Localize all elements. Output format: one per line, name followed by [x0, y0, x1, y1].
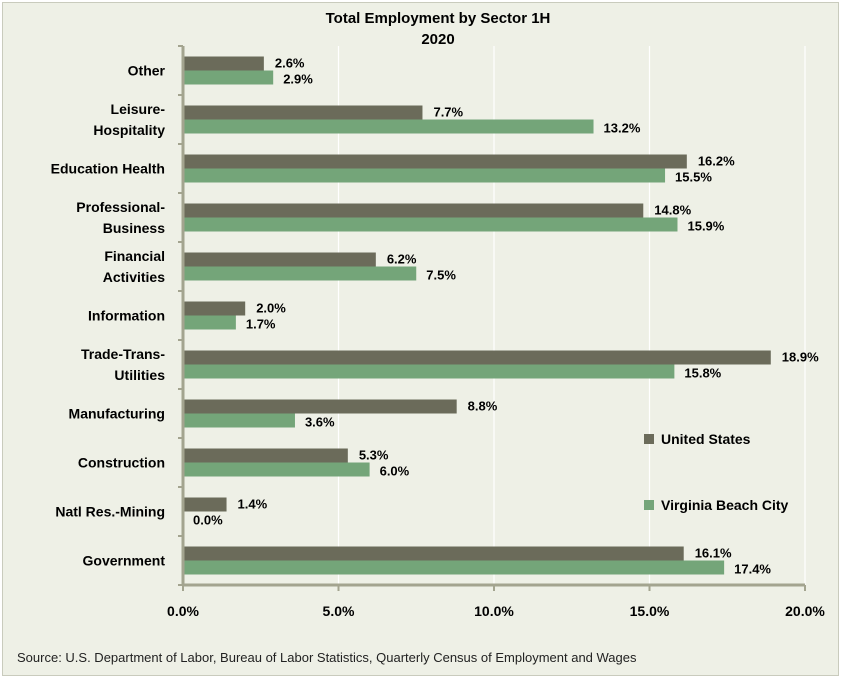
data-label: 2.9%: [283, 72, 313, 87]
bar-us: [183, 252, 376, 267]
data-label: 16.2%: [698, 154, 735, 169]
data-label: 6.0%: [380, 464, 410, 479]
bar-vb: [183, 364, 675, 379]
data-label: 7.7%: [433, 105, 463, 120]
bar-vb: [183, 560, 725, 575]
category-labels: Other Leisure- Hospitality Education Health…: [51, 63, 166, 569]
employment-bar-chart: 2.6%2.9% 7.7% 13.2% 16.2%15.5% 14.8%15.9% 6.2…: [17, 10, 825, 665]
data-label: 1.7%: [246, 317, 276, 332]
bar-vb: [183, 413, 295, 428]
data-label: 7.5%: [426, 268, 456, 283]
bar-us: [183, 105, 423, 120]
category-label: Construction: [78, 455, 165, 471]
legend-label: Virginia Beach City: [661, 497, 789, 513]
bar-vb: [183, 462, 370, 477]
category-label: Government: [83, 553, 166, 569]
x-tick-label: 20.0%: [785, 603, 825, 619]
title-line: Total Employment by Sector 1H: [326, 10, 551, 27]
data-label: 2.6%: [275, 56, 305, 71]
legend-swatch: [644, 434, 654, 444]
grid-lines: [337, 46, 806, 585]
category-label: Trade-Trans-: [81, 346, 165, 362]
bar-us: [183, 350, 771, 365]
x-tick-labels: 0.0% 5.0% 10.0% 15.0% 20.0%: [167, 603, 825, 619]
data-label: 16.1%: [695, 546, 732, 561]
data-label: 17.4%: [734, 562, 771, 577]
data-label: 5.3%: [359, 448, 389, 463]
x-tick-label: 5.0%: [323, 603, 355, 619]
bar-vb: [183, 266, 417, 281]
title-line: 2020: [421, 31, 454, 48]
bars: [183, 56, 771, 575]
source-note: Source: U.S. Department of Labor, Bureau…: [17, 650, 637, 665]
bar-us: [183, 301, 246, 316]
category-label: Information: [88, 308, 165, 324]
data-label: 6.2%: [387, 252, 417, 267]
category-label: Manufacturing: [69, 406, 165, 422]
bar-vb: [183, 70, 274, 85]
bar-us: [183, 497, 227, 512]
bar-us: [183, 399, 457, 414]
category-label: Utilities: [114, 367, 165, 383]
data-label: 1.4%: [238, 497, 268, 512]
data-label: 2.0%: [256, 301, 286, 316]
data-label: 15.5%: [675, 170, 712, 185]
bar-vb: [183, 168, 666, 183]
data-label: 3.6%: [305, 415, 335, 430]
x-tick-label: 0.0%: [167, 603, 199, 619]
category-label: Activities: [103, 269, 165, 285]
data-label: 13.2%: [604, 121, 641, 136]
data-labels: 2.6%2.9% 7.7% 13.2% 16.2%15.5% 14.8%15.9% 6.2…: [193, 56, 819, 577]
category-label: Business: [103, 220, 165, 236]
bar-vb: [183, 315, 236, 330]
legend-label: United States: [661, 431, 751, 447]
bar-us: [183, 56, 264, 71]
data-label: 15.9%: [687, 219, 724, 234]
bar-us: [183, 448, 348, 463]
bar-us: [183, 203, 644, 218]
data-label: 14.8%: [654, 203, 691, 218]
category-label: Hospitality: [93, 122, 165, 138]
bar-us: [183, 546, 684, 561]
category-label: Education Health: [51, 161, 165, 177]
legend: United States Virginia Beach City: [644, 431, 789, 513]
axes: [178, 45, 806, 591]
bar-vb: [183, 119, 594, 134]
category-label: Leisure-: [111, 101, 166, 117]
bar-vb: [183, 217, 678, 232]
category-label: Financial: [104, 248, 165, 264]
data-label: 18.9%: [782, 350, 819, 365]
x-tick-label: 10.0%: [474, 603, 514, 619]
bar-us: [183, 154, 687, 169]
category-label: Other: [128, 63, 166, 79]
chart-title: Total Employment by Sector 1H 2020: [326, 10, 551, 48]
category-label: Natl Res.-Mining: [55, 504, 165, 520]
data-label: 0.0%: [193, 513, 223, 528]
x-tick-label: 15.0%: [630, 603, 670, 619]
category-label: Professional-: [76, 199, 165, 215]
legend-swatch: [644, 500, 654, 510]
data-label: 15.8%: [684, 366, 721, 381]
data-label: 8.8%: [468, 399, 498, 414]
